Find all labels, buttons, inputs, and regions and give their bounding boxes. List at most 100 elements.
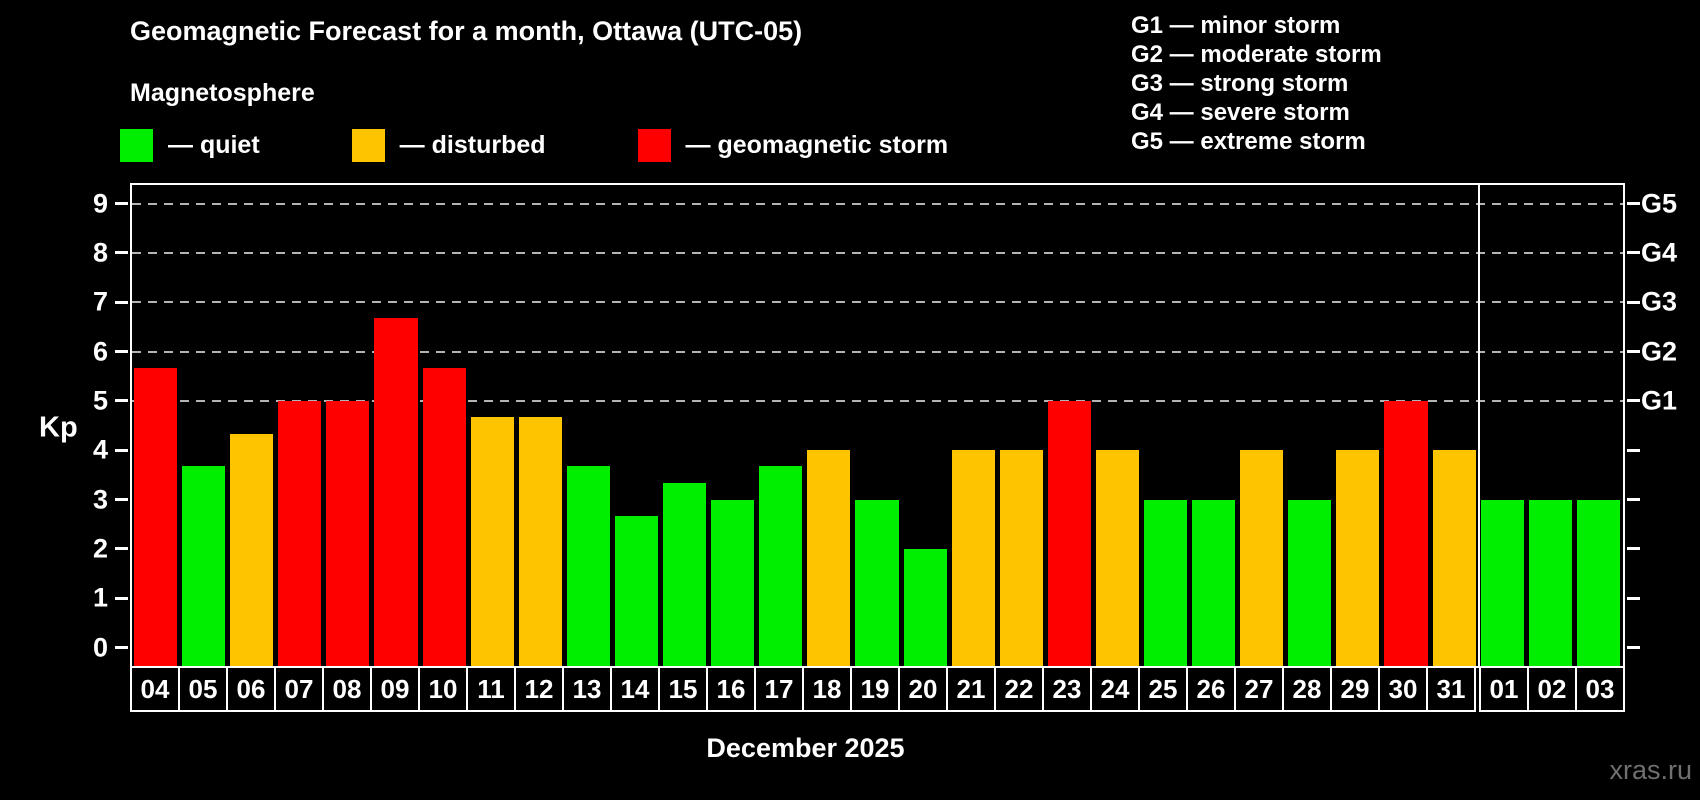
kp-bar-day-27 (1240, 450, 1284, 666)
storm-scale-g5: G5 — extreme storm (1131, 128, 1366, 155)
x-axis-day-23: 23 (1042, 666, 1092, 712)
kp-bar-day-03 (1576, 499, 1620, 666)
x-axis-day-04: 04 (130, 666, 180, 712)
kp-bar-day-12 (518, 417, 562, 666)
storm-scale-g1: G1 — minor storm (1131, 12, 1341, 39)
x-axis-day-09: 09 (370, 666, 420, 712)
y-tick-label-6: 6 (92, 336, 108, 367)
y-tick-right-5 (1627, 399, 1640, 403)
kp-bar-day-05 (182, 466, 226, 666)
bar-slot-01 (1479, 185, 1527, 666)
y-tick-label-9: 9 (92, 188, 108, 218)
gridline-kp6 (132, 350, 1623, 353)
y-tick-left-3 (115, 498, 128, 502)
bar-slot-08 (324, 185, 372, 666)
kp-bar-day-25 (1143, 499, 1188, 666)
bars-layer (132, 185, 1623, 666)
bar-slot-02 (1527, 185, 1575, 666)
bar-slot-26 (1190, 185, 1238, 666)
kp-bar-day-28 (1288, 499, 1332, 666)
bar-slot-17 (757, 185, 805, 666)
x-axis-day-15: 15 (658, 666, 708, 712)
bar-slot-15 (661, 185, 709, 666)
x-axis-title: December 2025 (706, 733, 905, 763)
gridline-kp9 (132, 202, 1623, 205)
kp-bar-day-17 (759, 466, 803, 666)
y-tick-left-6 (115, 350, 128, 353)
kp-bar-day-23 (1047, 400, 1091, 666)
bar-slot-25 (1142, 185, 1190, 666)
x-axis-day-31: 31 (1426, 666, 1476, 712)
magnetosphere-subtitle: Magnetosphere (130, 79, 315, 107)
x-axis-day-28: 28 (1282, 666, 1332, 712)
bar-slot-16 (709, 185, 757, 666)
x-axis-day-08: 08 (322, 666, 372, 712)
kp-bar-day-15 (663, 483, 707, 666)
x-axis-row: 04 05 06 07 08 09 10 11 12 13 14 15 16 17 18 19 20 21 22 23… (130, 666, 1625, 712)
gridline-kp5 (132, 399, 1623, 402)
storm-scale-legend: G1 — minor storm G2 — moderate storm G3 … (1131, 11, 1382, 156)
y-tick-label-5: 5 (92, 385, 108, 416)
month-separator-line (1477, 185, 1480, 666)
quiet-swatch-icon (120, 129, 153, 162)
kp-bar-day-29 (1336, 450, 1380, 666)
bar-slot-27 (1238, 185, 1286, 666)
bar-slot-24 (1094, 185, 1142, 666)
kp-bar-day-07 (278, 400, 322, 666)
y-tick-left-1 (115, 596, 128, 600)
bar-slot-28 (1286, 185, 1334, 666)
x-axis-day-01: 01 (1479, 666, 1529, 712)
storm-scale-g3: G3 — strong storm (1131, 70, 1349, 97)
x-axis-day-03: 03 (1575, 666, 1625, 712)
kp-bar-day-04 (134, 367, 178, 666)
y-tick-label-7: 7 (92, 286, 108, 317)
legend-item-storm: — geomagnetic storm (637, 129, 948, 162)
y-tick-left-7 (115, 300, 128, 304)
bar-slot-06 (228, 185, 276, 666)
y-tick-right-2 (1627, 547, 1640, 551)
bar-slot-23 (1046, 185, 1094, 666)
y-tick-left-9 (115, 202, 128, 205)
y-tick-right-8 (1627, 251, 1640, 255)
kp-bar-day-26 (1192, 499, 1236, 666)
bar-slot-19 (853, 185, 901, 666)
storm-swatch-icon (637, 129, 671, 162)
x-axis-day-12: 12 (514, 666, 564, 712)
kp-bar-day-31 (1432, 450, 1476, 666)
bar-slot-09 (372, 185, 420, 666)
page-title: Geomagnetic Forecast for a month, Ottawa… (130, 16, 803, 46)
kp-bar-day-19 (855, 499, 899, 666)
bar-slot-31 (1431, 185, 1479, 666)
x-axis-day-24: 24 (1090, 666, 1140, 712)
x-axis-day-25: 25 (1138, 666, 1188, 712)
y-tick-left-4 (115, 448, 128, 452)
plot-area: Kp 0 1 2 3 4 5 6 7 8 9 G1 G2 G3 G4 G5 (39, 183, 1677, 668)
y-axis-title: Kp (39, 411, 78, 444)
bar-slot-20 (902, 185, 950, 666)
bar-slot-13 (565, 185, 613, 666)
x-axis-day-27: 27 (1234, 666, 1284, 712)
bar-slot-11 (469, 185, 517, 666)
x-axis-day-16: 16 (706, 666, 756, 712)
storm-scale-g4: G4 — severe storm (1131, 99, 1350, 126)
y-tick-right-4 (1627, 448, 1640, 452)
x-axis-day-02: 02 (1527, 666, 1577, 712)
kp-bar-day-20 (903, 548, 947, 666)
bar-slot-04 (132, 185, 180, 666)
bar-slot-05 (180, 185, 228, 666)
kp-bar-day-09 (374, 318, 418, 666)
kp-bar-day-08 (326, 400, 370, 666)
y-tick-label-0: 0 (92, 632, 108, 662)
y-tick-label-8: 8 (92, 237, 108, 268)
g-scale-axis-label-g1: G1 (1641, 385, 1678, 416)
kp-bar-day-14 (614, 515, 659, 666)
x-axis-day-20: 20 (898, 666, 948, 712)
bar-slot-10 (421, 185, 469, 666)
y-tick-left-2 (115, 547, 128, 551)
condition-legend: — quiet — disturbed — geomagnetic storm (120, 129, 948, 162)
y-tick-label-1: 1 (92, 582, 108, 613)
kp-bar-day-10 (422, 367, 466, 666)
gridline-kp7 (132, 301, 1623, 304)
kp-bar-day-01 (1480, 499, 1524, 666)
x-axis-day-13: 13 (562, 666, 612, 712)
